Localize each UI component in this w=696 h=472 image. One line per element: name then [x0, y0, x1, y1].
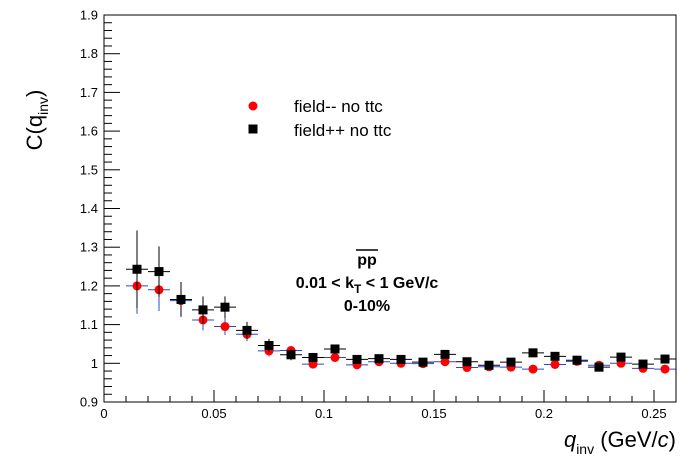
x-axis-title: qinv (GeV/c) [564, 427, 676, 457]
data-layer [126, 230, 676, 374]
data-point [198, 305, 208, 315]
x-tick-label: 0.15 [421, 406, 446, 421]
y-tick-label: 1.9 [80, 8, 98, 23]
x-axis-title-sub: inv [576, 441, 594, 457]
data-point [264, 340, 274, 350]
data-point [242, 325, 252, 335]
x-axis-title-unit-suffix: ) [669, 427, 676, 452]
y-tick-label: 1.8 [80, 46, 98, 61]
x-tick-label: 0 [100, 406, 107, 421]
data-point [550, 351, 560, 361]
data-point [154, 267, 164, 277]
data-point [418, 357, 428, 367]
x-tick-label: 0.05 [201, 406, 226, 421]
y-tick-label: 1.7 [80, 85, 98, 100]
data-point [396, 354, 406, 364]
data-point [352, 354, 362, 364]
annotation-centrality: 0-10% [344, 298, 390, 315]
x-tick-label: 0.25 [641, 406, 666, 421]
data-point [440, 349, 450, 359]
data-point [462, 357, 472, 367]
data-point [660, 364, 670, 374]
data-point [594, 362, 604, 372]
legend-marker-field-minus [248, 101, 258, 111]
y-tick-label: 1.6 [80, 124, 98, 139]
data-point [484, 360, 494, 370]
data-point [374, 354, 384, 364]
y-axis-title: C(qinv) [22, 90, 51, 151]
data-point [506, 357, 516, 367]
legend: field-- no ttc field++ no ttc [248, 97, 392, 140]
x-tick-label: 0.2 [535, 406, 553, 421]
svg-text:qinv (GeV/c): qinv (GeV/c) [564, 427, 676, 457]
data-point [638, 359, 648, 369]
legend-marker-field-plus [248, 124, 258, 134]
data-point [440, 357, 450, 367]
data-point [330, 344, 340, 354]
data-point [132, 264, 142, 274]
data-point [220, 302, 230, 312]
x-tick-label: 0.1 [315, 406, 333, 421]
y-tick-label: 0.9 [80, 395, 98, 410]
annotation: pp 0.01 < kT < 1 GeV/c 0-10% [296, 249, 439, 315]
legend-label-field-plus: field++ no ttc [294, 121, 392, 140]
data-point [572, 355, 582, 365]
y-axis-title-main: C(q [22, 115, 47, 150]
svg-text:C(qinv): C(qinv) [22, 90, 51, 151]
annotation-kt-range: 0.01 < kT < 1 GeV/c [296, 275, 439, 296]
y-axis-title-close: ) [22, 90, 47, 97]
y-tick-label: 1.3 [80, 240, 98, 255]
data-point [330, 352, 340, 362]
y-tick-label: 1 [91, 356, 98, 371]
y-tick-label: 1.5 [80, 162, 98, 177]
y-tick-label: 1.1 [80, 317, 98, 332]
data-point [528, 364, 538, 374]
data-point [286, 350, 296, 360]
data-point [550, 359, 560, 369]
legend-label-field-minus: field-- no ttc [294, 97, 383, 116]
data-point [176, 294, 186, 304]
data-point [528, 348, 538, 358]
series-field-plus [126, 230, 676, 372]
annotation-particle: pp [357, 252, 377, 269]
x-axis-title-unit-italic: c [658, 427, 669, 452]
data-point [308, 352, 318, 362]
y-tick-label: 1.2 [80, 278, 98, 293]
y-axis-title-sub: inv [35, 97, 51, 115]
data-point [616, 352, 626, 362]
x-axis-title-unit-prefix: (GeV/ [594, 427, 658, 452]
data-point [660, 354, 670, 364]
y-tick-label: 1.4 [80, 201, 98, 216]
x-axis-title-main: q [564, 427, 577, 452]
plot-frame [103, 14, 677, 403]
data-point [220, 322, 230, 332]
